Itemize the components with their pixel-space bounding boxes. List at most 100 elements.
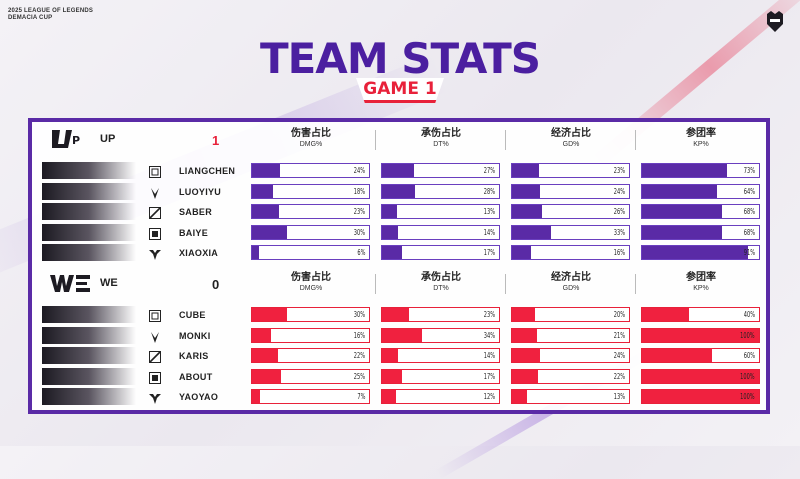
stat-value: 22% xyxy=(353,351,365,360)
top-lane-icon xyxy=(149,165,161,178)
we-team-logo xyxy=(48,272,94,294)
stat-bar-gd: 23% xyxy=(511,163,630,178)
stat-bar-fill xyxy=(512,246,531,259)
stat-value: 34% xyxy=(483,330,495,340)
stat-value: 100% xyxy=(740,330,755,340)
stat-bar-gd: 13% xyxy=(511,389,630,404)
stats-panel: P UP 1 伤害占比 DMG% 承伤占比 DT% 经济占比 GD% 参团率 KP% LIANGCHE… xyxy=(28,118,770,414)
column-title-cn: 承伤占比 xyxy=(421,272,461,283)
stat-value: 20% xyxy=(613,310,625,319)
stat-value: 18% xyxy=(353,186,365,196)
jungle-icon xyxy=(149,186,161,199)
stat-bar-gd: 20% xyxy=(511,307,630,322)
stat-bar-fill xyxy=(382,164,414,177)
stat-bar-dmg: 6% xyxy=(251,245,370,260)
stat-bar-dmg: 30% xyxy=(251,307,370,322)
demacia-cup-logo xyxy=(767,11,783,32)
stat-bar-gd: 26% xyxy=(511,204,630,219)
stat-bar-dmg: 22% xyxy=(251,348,370,363)
stat-bar-fill xyxy=(642,164,727,177)
stat-bar-fill xyxy=(252,390,260,403)
column-header-kp: 参团率 KP% xyxy=(641,272,761,293)
column-divider xyxy=(375,274,376,294)
column-divider xyxy=(505,274,506,294)
player-portrait xyxy=(42,326,136,344)
player-name: ABOUT xyxy=(179,371,213,382)
stat-bar-gd: 33% xyxy=(511,224,630,240)
brand-line-1: 2025 LEAGUE OF LEGENDS xyxy=(8,8,94,14)
stat-bar-dmg: 23% xyxy=(251,204,370,219)
stat-bar-fill xyxy=(512,390,527,403)
stat-bar-fill xyxy=(512,184,540,198)
stat-bar-kp: 100% xyxy=(641,389,760,404)
stat-bar-gd: 21% xyxy=(511,327,630,343)
stat-value: 25% xyxy=(353,371,365,381)
stat-bar-fill xyxy=(512,225,551,239)
stat-bar-fill xyxy=(642,184,717,198)
stat-value: 16% xyxy=(613,248,625,257)
stat-value: 17% xyxy=(483,248,495,257)
column-title-cn: 承伤占比 xyxy=(421,128,461,139)
stat-bar-dt: 28% xyxy=(381,183,500,199)
stat-bar-fill xyxy=(382,349,398,362)
stat-bar-dt: 17% xyxy=(381,245,500,260)
column-divider xyxy=(375,130,376,150)
stat-value: 23% xyxy=(483,310,495,319)
column-title-cn: 经济占比 xyxy=(551,272,591,283)
column-divider xyxy=(505,130,506,150)
stat-bar-dt: 23% xyxy=(381,307,500,322)
stat-bar-fill xyxy=(512,369,538,383)
mid-lane-icon xyxy=(149,350,161,363)
stat-value: 14% xyxy=(483,351,495,360)
stat-value: 26% xyxy=(613,207,625,216)
stat-bar-fill xyxy=(382,390,396,403)
stat-value: 30% xyxy=(353,310,365,319)
team-name: UP xyxy=(100,133,116,145)
player-portrait xyxy=(42,244,136,261)
stat-bar-gd: 22% xyxy=(511,368,630,384)
stat-value: 13% xyxy=(613,392,625,401)
stat-bar-fill xyxy=(512,308,535,321)
stat-value: 24% xyxy=(613,351,625,360)
stat-bar-kp: 91% xyxy=(641,245,760,260)
player-row: LIANGCHEN 24% 27% 23% 73% xyxy=(32,162,766,180)
column-header-dt: 承伤占比 DT% xyxy=(381,128,501,149)
svg-text:P: P xyxy=(72,134,80,147)
team-name: WE xyxy=(100,277,118,289)
stat-bar-fill xyxy=(642,349,712,362)
stat-bar-dt: 12% xyxy=(381,389,500,404)
stat-value: 33% xyxy=(613,227,625,237)
stat-bar-fill xyxy=(382,184,415,198)
stat-bar-dt: 14% xyxy=(381,224,500,240)
stat-value: 13% xyxy=(483,207,495,216)
stat-value: 27% xyxy=(483,166,495,175)
column-header-dt: 承伤占比 DT% xyxy=(381,272,501,293)
player-name: YAOYAO xyxy=(179,392,219,402)
stat-bar-fill xyxy=(382,328,422,342)
column-title-en: DT% xyxy=(433,141,449,148)
stat-bar-fill xyxy=(512,205,542,218)
top-lane-icon xyxy=(149,309,161,322)
stat-bar-dt: 13% xyxy=(381,204,500,219)
player-name: XIAOXIA xyxy=(179,248,219,258)
page-title: TEAM STATS xyxy=(259,34,541,83)
stat-value: 22% xyxy=(613,371,625,381)
stat-value: 91% xyxy=(743,248,755,257)
column-title-cn: 参团率 xyxy=(686,272,716,283)
column-title-cn: 经济占比 xyxy=(551,128,591,139)
stat-bar-gd: 24% xyxy=(511,183,630,199)
stat-value: 23% xyxy=(613,166,625,175)
stat-bar-fill xyxy=(382,205,397,218)
stat-bar-kp: 68% xyxy=(641,204,760,219)
player-row: LUOYIYU 18% 28% 24% 64% xyxy=(32,182,766,201)
stat-bar-kp: 68% xyxy=(641,224,760,240)
stat-bar-fill xyxy=(382,246,402,259)
bot-lane-icon xyxy=(149,227,161,240)
column-title-en: GD% xyxy=(562,285,580,292)
stat-bar-fill xyxy=(642,308,689,321)
column-title-cn: 伤害占比 xyxy=(291,272,331,283)
stat-bar-kp: 60% xyxy=(641,348,760,363)
team-header: WE 0 伤害占比 DMG% 承伤占比 DT% 经济占比 GD% 参团率 KP% xyxy=(32,270,766,296)
stat-bar-fill xyxy=(512,328,537,342)
stat-value: 12% xyxy=(483,392,495,401)
